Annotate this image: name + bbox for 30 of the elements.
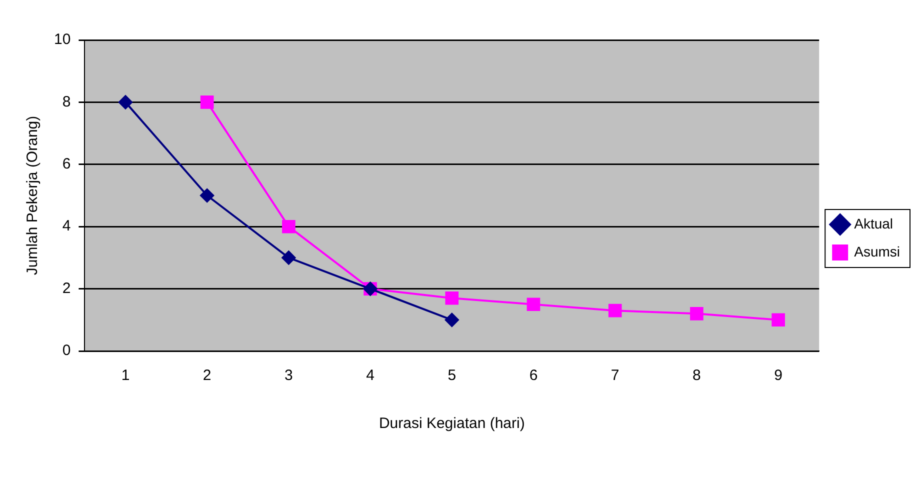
x-tick-label: 8	[692, 367, 701, 384]
legend-label: Asumsi	[854, 243, 900, 260]
point	[282, 220, 296, 234]
y-tick-label: 0	[62, 342, 71, 360]
y-tick-label: 4	[62, 218, 71, 235]
x-tick-label: 7	[610, 367, 620, 384]
legend-label: Aktual	[854, 215, 894, 232]
x-tick-label: 9	[774, 367, 782, 384]
point	[282, 250, 296, 265]
x-tick-label: 2	[202, 367, 212, 384]
point	[772, 313, 785, 327]
point	[200, 96, 214, 109]
point	[445, 291, 459, 305]
point	[444, 312, 459, 327]
x-tick-label: 5	[448, 367, 456, 384]
y-tick-label: 8	[62, 93, 71, 110]
y-tick-label: 6	[62, 156, 71, 173]
x-tick-label: 6	[529, 367, 538, 384]
y-axis-title: Jumlah Pekerja (Orang)	[24, 116, 42, 276]
x-tick-label: 1	[121, 367, 130, 384]
point	[690, 307, 704, 320]
x-axis-title: Durasi Kegiatan (hari)	[378, 415, 525, 432]
point	[200, 188, 214, 202]
x-tick-label: 4	[366, 367, 374, 384]
point	[608, 304, 622, 318]
point	[526, 298, 540, 312]
point	[118, 95, 132, 110]
x-tick-label: 3	[284, 367, 293, 384]
y-tick-label: 10	[54, 31, 71, 48]
y-tick-label: 2	[62, 280, 71, 297]
